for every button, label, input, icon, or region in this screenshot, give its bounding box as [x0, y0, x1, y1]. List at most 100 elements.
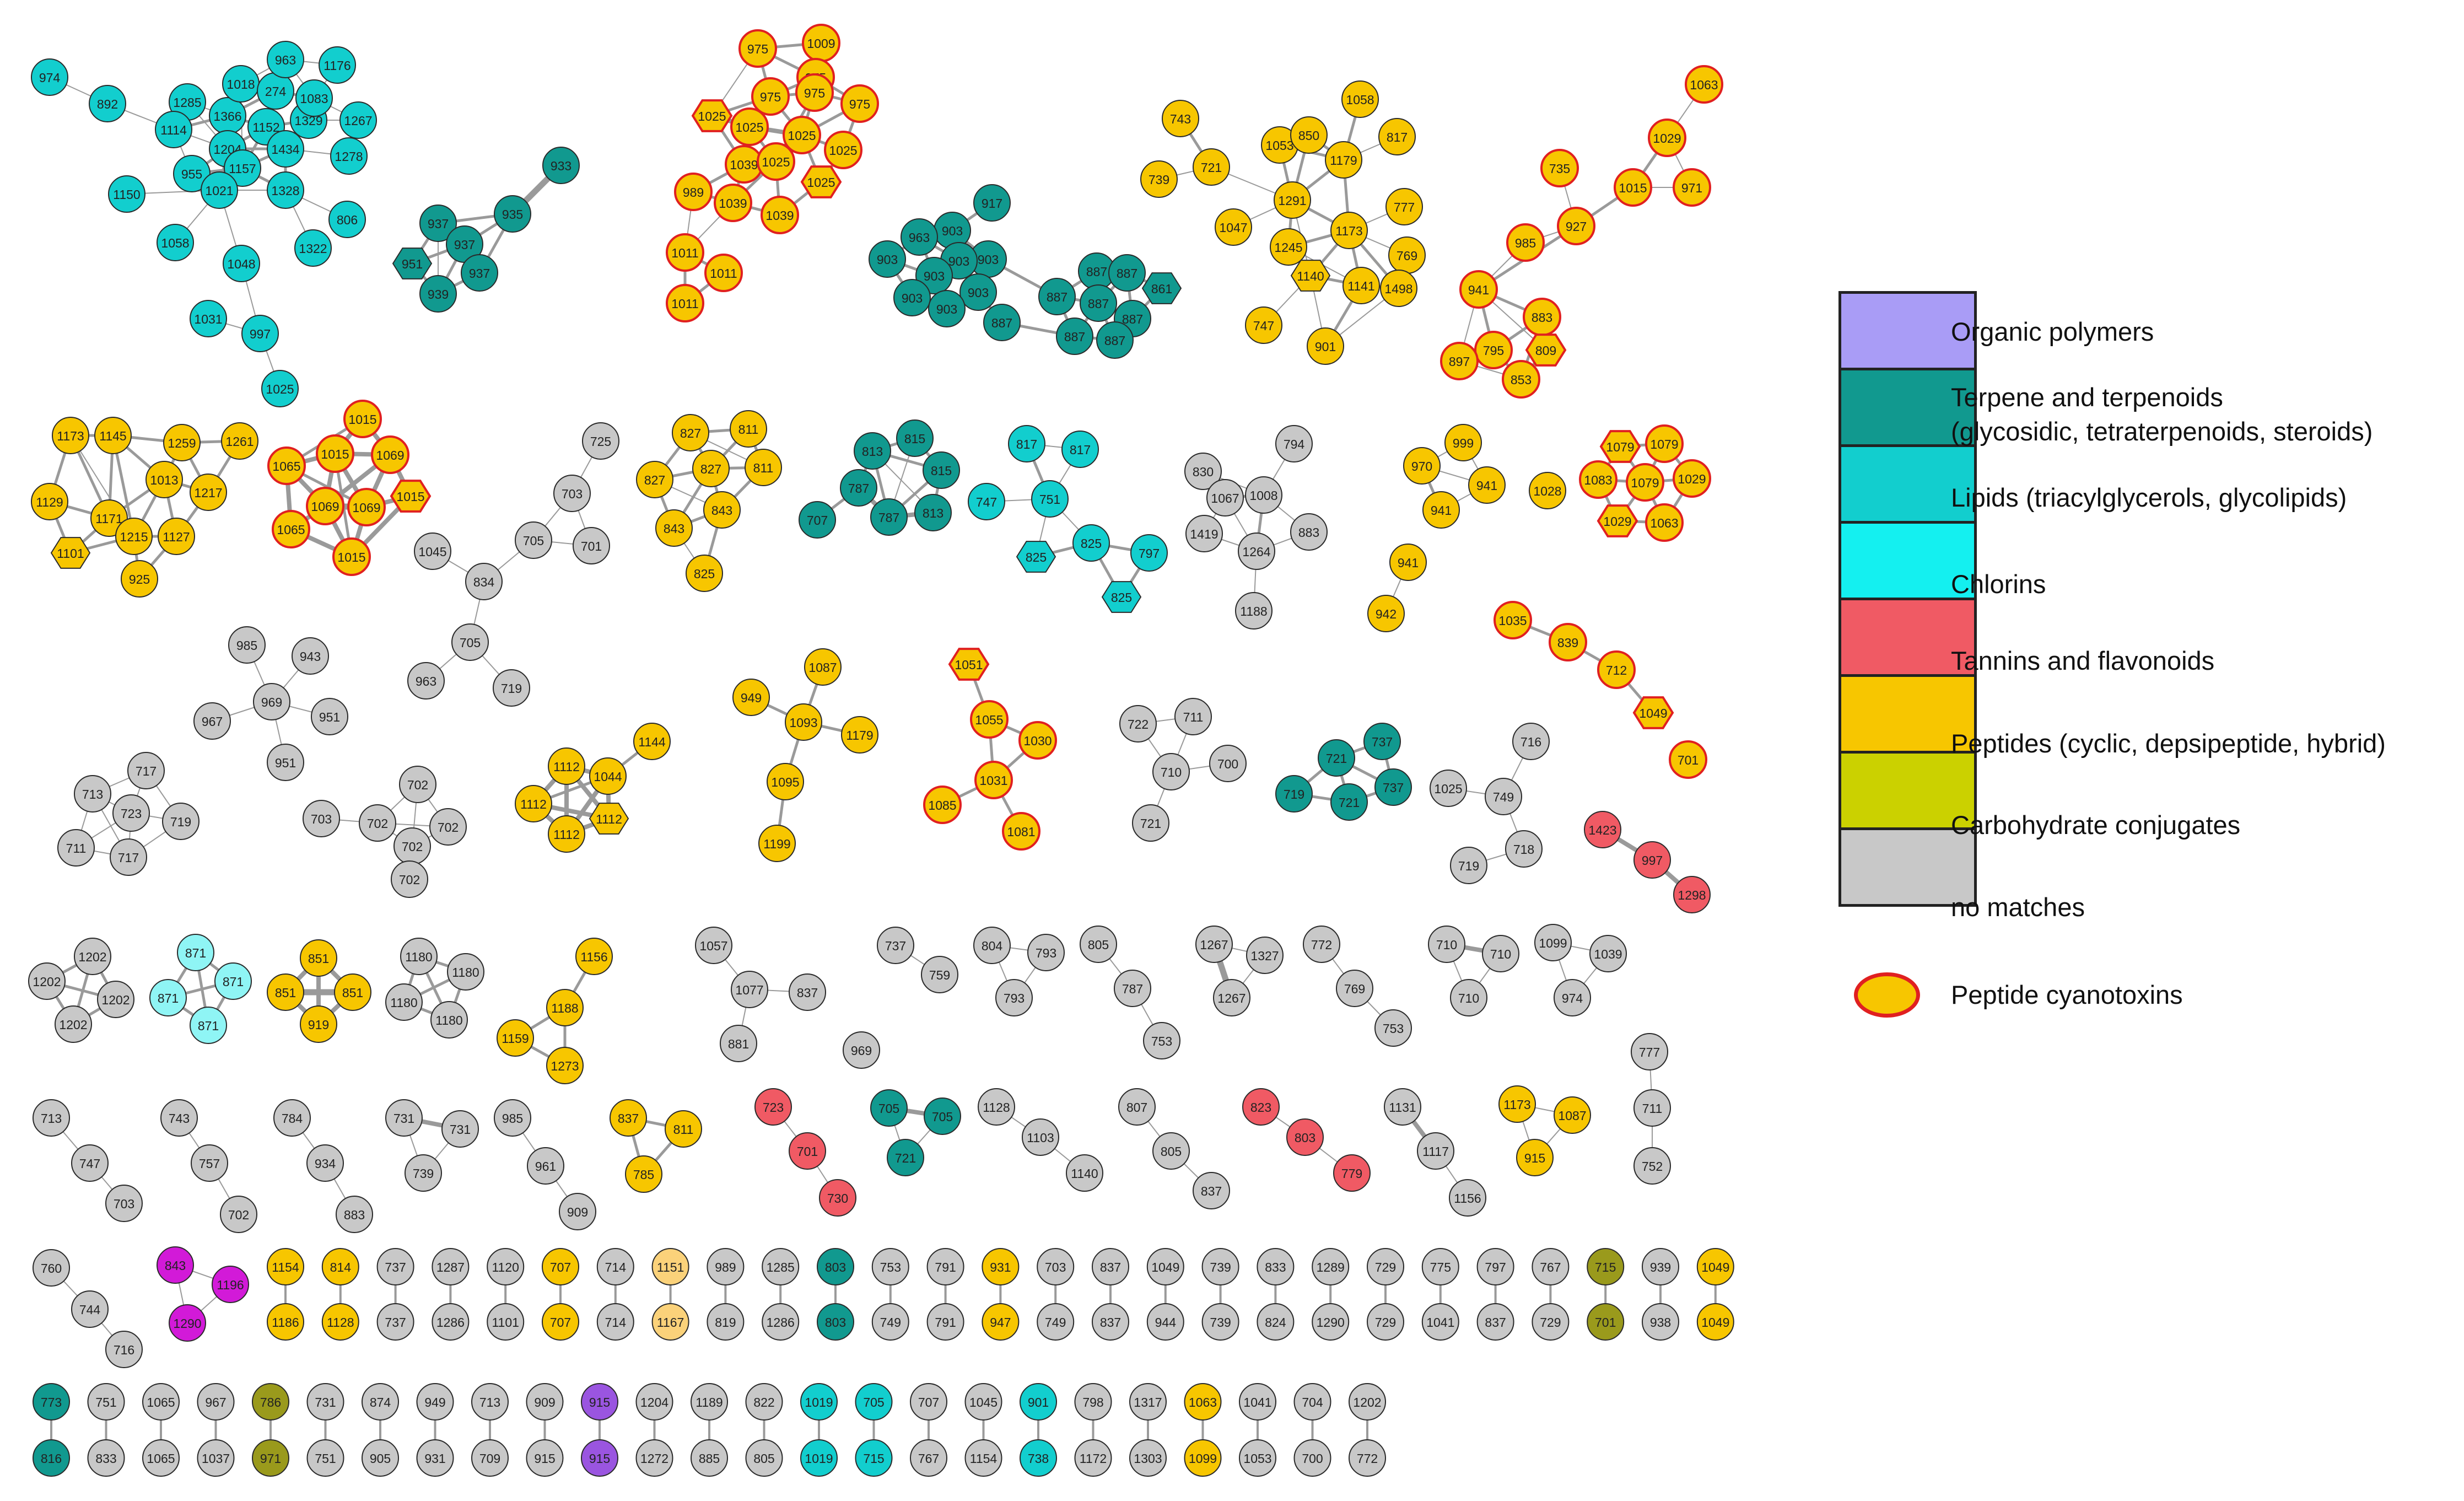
node-label: 814 — [330, 1260, 352, 1274]
node-pair-top: 1041 — [1239, 1383, 1276, 1421]
node-shape — [970, 700, 1009, 739]
node-shape — [1016, 541, 1056, 573]
node-pair-bottom: 837 — [1092, 1303, 1129, 1341]
node-v2: 1025 — [1430, 770, 1467, 807]
node-pair-bottom: 1041 — [1421, 1303, 1459, 1341]
node-label: 1285 — [173, 95, 201, 110]
node-shape — [399, 766, 436, 803]
node-label: 795 — [1483, 343, 1504, 358]
node-m6: 1419 — [1185, 515, 1223, 552]
node-label: 1272 — [640, 1451, 668, 1466]
node-label: 883 — [1532, 310, 1552, 325]
node-shape — [359, 804, 396, 842]
node-pair-bottom: 749 — [871, 1303, 909, 1341]
node-shape — [108, 175, 145, 213]
node-aw2: 1087 — [1554, 1096, 1591, 1134]
node-au1: 823 — [1242, 1088, 1280, 1126]
node-ag3: 804 — [973, 927, 1011, 964]
node-shape — [336, 1196, 373, 1233]
node-ah6: 753 — [1374, 1009, 1412, 1047]
node-shape — [267, 1303, 304, 1341]
node-s5: 1085 — [923, 786, 962, 824]
node-shape — [1430, 770, 1467, 807]
node-b2: 935 — [494, 195, 531, 233]
node-label: 1025 — [698, 109, 726, 123]
node-u4: 719 — [1275, 775, 1313, 813]
node-shape — [1587, 1248, 1625, 1285]
node-label: 1015 — [348, 412, 376, 427]
node-label: 749 — [1493, 790, 1514, 804]
node-label: 901 — [1028, 1395, 1049, 1409]
node-i7: 705 — [451, 623, 489, 661]
node-label: 1081 — [1007, 825, 1035, 839]
node-label: 710 — [1458, 991, 1479, 1005]
node-aa1: 1202 — [74, 938, 111, 975]
node-ag4: 793 — [1027, 934, 1065, 971]
node-shape — [157, 224, 194, 261]
node-pair-bottom: 931 — [416, 1439, 454, 1477]
legend-toxin-swatch — [1854, 972, 1920, 1018]
node-label: 1103 — [1027, 1131, 1054, 1145]
node-shape — [804, 648, 842, 686]
node-label: 941 — [1431, 503, 1452, 518]
legend-label-no-matches: no matches — [1951, 892, 2085, 922]
node-l5: 825 — [1072, 524, 1110, 562]
node-label: 827 — [680, 426, 701, 440]
node-shape — [1673, 168, 1711, 207]
node-pair-top: 939 — [1642, 1248, 1679, 1285]
node-label: 1202 — [33, 975, 61, 989]
node-shape — [1557, 207, 1595, 245]
node-v3: 749 — [1485, 778, 1522, 815]
node-label: 989 — [683, 185, 704, 200]
node-shape — [1440, 342, 1479, 380]
node-pair-top: 729 — [1367, 1248, 1404, 1285]
node-shape — [362, 1439, 399, 1477]
node-k7: 707 — [799, 501, 836, 539]
node-shape — [636, 461, 673, 498]
node-label: 744 — [79, 1303, 101, 1317]
node-label: 1083 — [1584, 473, 1612, 487]
node-n4: 941 — [1422, 491, 1460, 529]
node-label: 721 — [1140, 816, 1161, 831]
node-ax1: 760 — [33, 1249, 70, 1287]
node-x6: 717 — [110, 838, 147, 876]
node-shape — [391, 860, 428, 898]
node-shape — [1195, 926, 1233, 963]
node-shape — [432, 1303, 470, 1341]
node-shape — [1193, 1172, 1230, 1209]
node-shape — [1206, 479, 1244, 517]
node-shape — [385, 1099, 423, 1137]
node-shape — [1450, 979, 1487, 1016]
node-label: 939 — [428, 287, 449, 302]
node-shape — [89, 85, 126, 122]
node-label: 843 — [664, 521, 684, 536]
node-shape — [982, 1248, 1020, 1285]
node-label: 969 — [261, 695, 282, 709]
legend-label-tannins: Tannins and flavonoids — [1951, 646, 2215, 675]
node-label: 1049 — [1639, 706, 1667, 720]
node-label: 1041 — [1426, 1315, 1454, 1330]
node-shape — [1385, 188, 1423, 225]
node-pair-top: 949 — [416, 1383, 454, 1421]
node-f4: 1015 — [1614, 168, 1652, 207]
node-shape — [1080, 284, 1117, 322]
legend-label-terpenes: Terpene and terpenoids — [1951, 383, 2223, 412]
node-label: 1049 — [1701, 1260, 1729, 1274]
node-c16: 1039 — [761, 196, 799, 234]
node-aa2: 1202 — [28, 962, 66, 1000]
node-shape — [732, 679, 770, 716]
node-pair-top: 797 — [1476, 1248, 1514, 1285]
node-label: 1167 — [657, 1315, 684, 1330]
node-label: 753 — [880, 1260, 901, 1274]
node-shape — [1669, 740, 1707, 779]
node-shape — [964, 1439, 1002, 1477]
node-label: 1045 — [969, 1395, 998, 1409]
node-label: 937 — [469, 266, 490, 281]
node-c12: 1025 — [757, 142, 795, 181]
node-shape — [28, 962, 66, 1000]
node-shape — [328, 201, 366, 238]
node-d2: 903 — [934, 212, 971, 249]
node-shape — [1325, 141, 1362, 179]
node-aq3: 730 — [819, 1179, 856, 1217]
node-label: 944 — [1155, 1315, 1177, 1330]
